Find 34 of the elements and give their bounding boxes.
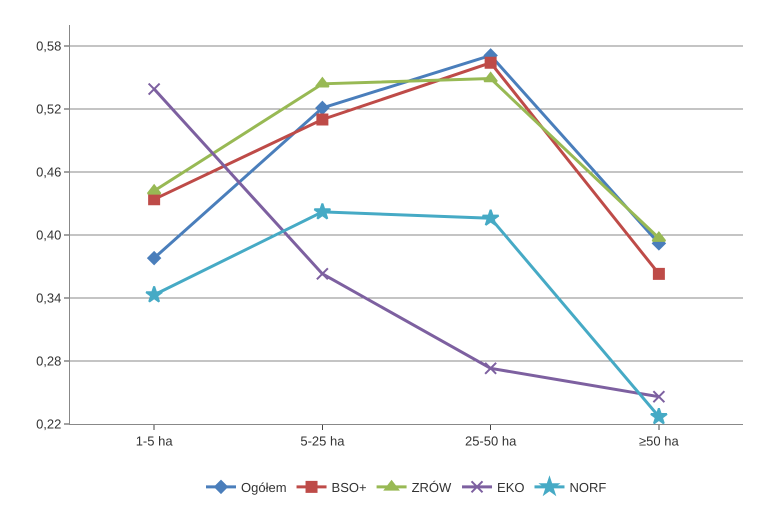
- point: [650, 407, 668, 424]
- legend-label: EKO: [497, 480, 524, 495]
- point: [147, 251, 161, 265]
- y-tick-label: 0,40: [36, 228, 62, 243]
- point: [652, 232, 666, 242]
- y-tick-label: 0,22: [36, 416, 62, 432]
- point: [652, 268, 665, 280]
- point: [316, 114, 328, 126]
- point: [316, 101, 330, 115]
- y-tick-label: 0,46: [36, 164, 62, 180]
- point: [483, 72, 498, 82]
- point: [484, 56, 497, 69]
- y-tick-label: 0,28: [36, 354, 62, 369]
- x-tick-label: 1-5 ha: [136, 434, 174, 449]
- point: [315, 77, 330, 88]
- legend-label: NORF: [569, 480, 606, 495]
- y-tick-label: 0,34: [36, 290, 62, 306]
- point: [148, 82, 161, 96]
- legend-label: Ogółem: [241, 480, 287, 495]
- x-tick-label: 5-25 ha: [300, 434, 346, 449]
- y-tick-label: 0,52: [36, 102, 62, 117]
- point: [484, 362, 498, 375]
- y-tick-label: 0,58: [36, 38, 62, 54]
- point: [148, 193, 160, 206]
- point: [316, 267, 329, 280]
- x-tick-label: ≥50 ha: [639, 434, 680, 449]
- point: [652, 390, 666, 404]
- point: [145, 285, 164, 303]
- point: [313, 202, 332, 220]
- legend-label: BSO+: [332, 480, 367, 495]
- x-tick-label: 25-50 ha: [464, 434, 518, 449]
- legend-label: ZRÓW: [412, 480, 452, 495]
- point: [146, 184, 162, 195]
- point: [482, 208, 500, 226]
